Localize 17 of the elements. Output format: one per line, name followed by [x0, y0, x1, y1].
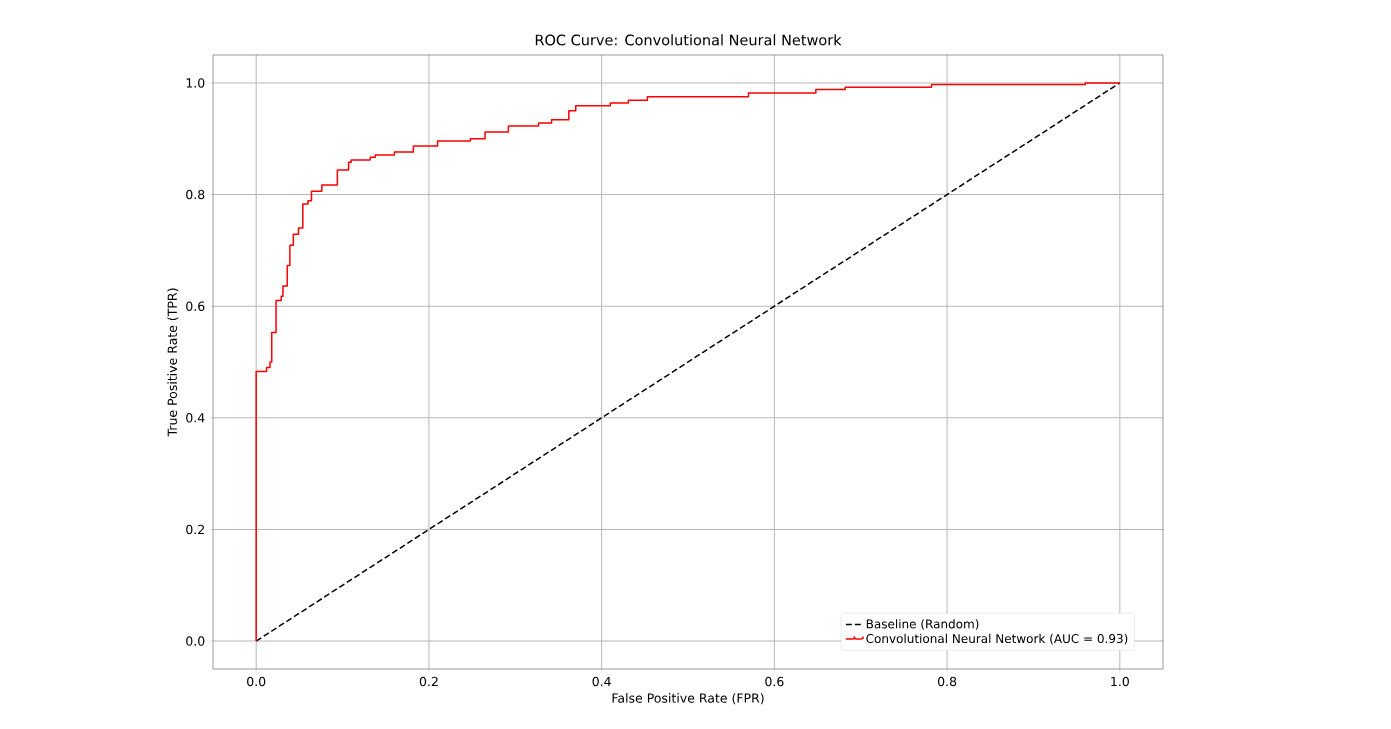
x-tick-label: 1.0	[1111, 676, 1129, 687]
x-axis-title: False Positive Rate (FPR)	[612, 693, 764, 705]
x-tick-label: 0.2	[419, 676, 438, 687]
x-tick-label: 0.4	[592, 676, 611, 687]
x-tick-label: 0.6	[765, 676, 784, 687]
x-tick-label: 0.8	[937, 676, 957, 687]
y-tick-label: 0.0	[186, 636, 205, 646]
legend-label: Convolutional Neural Network (AUC = 0.93)	[866, 633, 1128, 645]
x-tick-label: 0.0	[247, 676, 266, 687]
y-tick-label: 0.6	[186, 301, 205, 311]
y-axis-title: True Positive Rate (TPR)	[167, 288, 179, 437]
y-tick-label: 1.0	[186, 78, 205, 88]
y-tick-label: 0.8	[186, 189, 205, 200]
legend-label: Baseline (Random)	[866, 619, 979, 630]
chart-title: ROC Curve: Convolutional Neural Network	[535, 34, 842, 46]
y-tick-label: 0.2	[186, 524, 204, 535]
y-tick-label: 0.4	[186, 413, 205, 423]
